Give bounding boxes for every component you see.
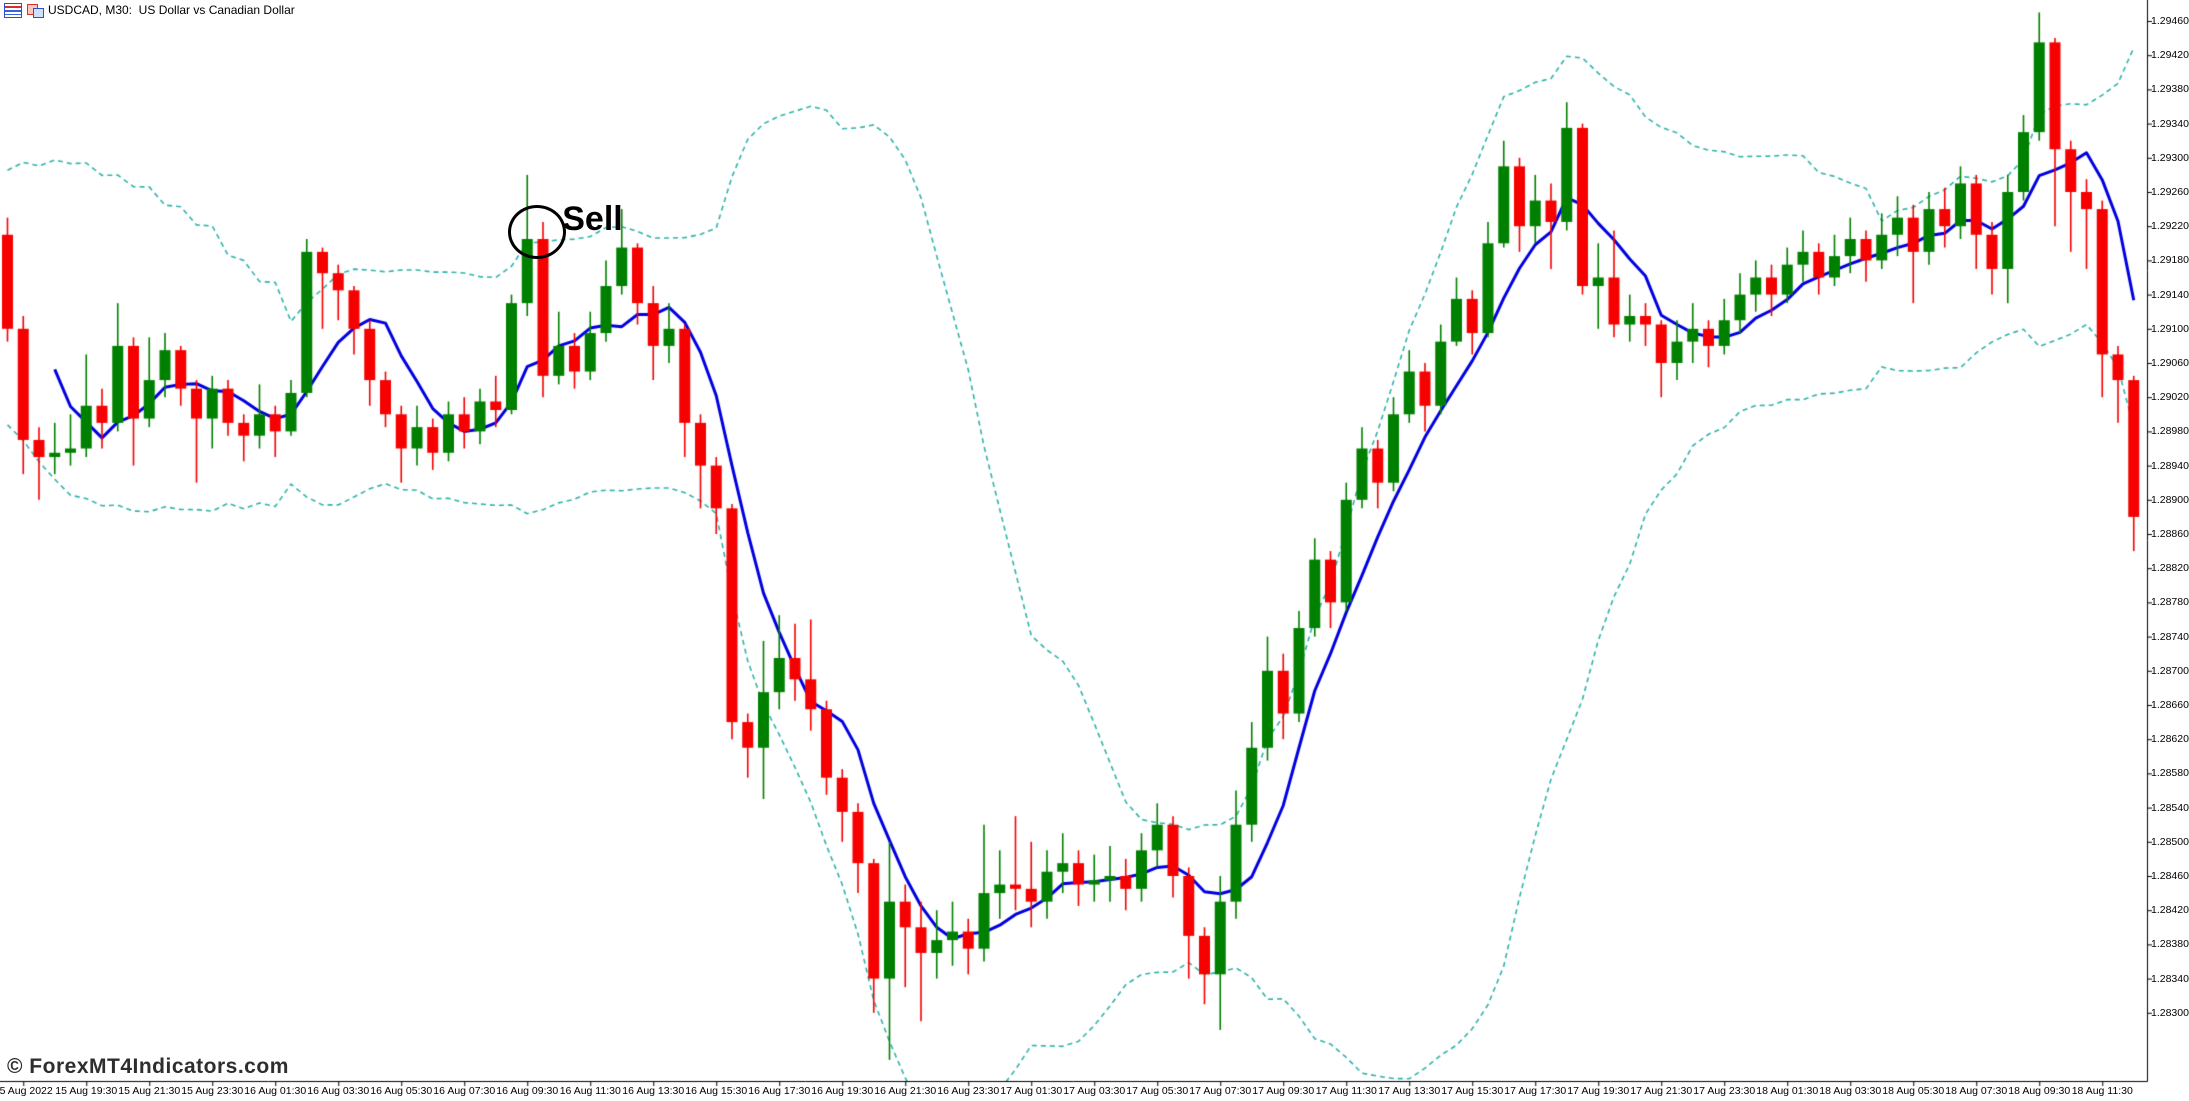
price-tick-label: 1.29220 (2151, 220, 2189, 233)
time-tick-label: 17 Aug 19:30 (1567, 1085, 1630, 1097)
time-tick-label: 17 Aug 03:30 (1063, 1085, 1126, 1097)
time-tick-label: 16 Aug 09:30 (496, 1085, 559, 1097)
time-tick-label: 16 Aug 03:30 (307, 1085, 370, 1097)
time-tick-label: 15 Aug 19:30 (55, 1085, 118, 1097)
time-tick-label: 16 Aug 01:30 (244, 1085, 307, 1097)
time-tick-label: 18 Aug 03:30 (1819, 1085, 1882, 1097)
price-tick-label: 1.29100 (2151, 322, 2189, 335)
price-tick-label: 1.28740 (2151, 630, 2189, 643)
price-tick-label: 1.28780 (2151, 596, 2189, 609)
sell-circle-annotation[interactable] (508, 205, 567, 260)
price-tick-label: 1.28300 (2151, 1006, 2189, 1019)
time-tick-label: 16 Aug 15:30 (685, 1085, 748, 1097)
time-tick-label: 17 Aug 05:30 (1126, 1085, 1189, 1097)
price-tick-label: 1.28820 (2151, 562, 2189, 575)
price-tick-label: 1.29140 (2151, 288, 2189, 301)
price-tick-label: 1.28500 (2151, 835, 2189, 848)
time-tick-label: 17 Aug 23:30 (1693, 1085, 1756, 1097)
time-tick-label: 16 Aug 21:30 (874, 1085, 937, 1097)
time-tick-label: 18 Aug 09:30 (2008, 1085, 2071, 1097)
price-tick-label: 1.28700 (2151, 664, 2189, 677)
time-tick-label: 17 Aug 21:30 (1630, 1085, 1693, 1097)
price-tick-label: 1.29460 (2151, 15, 2189, 27)
time-tick-label: 17 Aug 15:30 (1441, 1085, 1504, 1097)
price-tick-label: 1.28340 (2151, 972, 2189, 985)
time-tick-label: 18 Aug 05:30 (1882, 1085, 1945, 1097)
price-tick-label: 1.29420 (2151, 49, 2189, 62)
sell-label[interactable]: Sell (562, 200, 623, 239)
price-tick-label: 1.28940 (2151, 459, 2189, 472)
time-tick-label: 16 Aug 07:30 (433, 1085, 496, 1097)
time-tick-label: 18 Aug 11:30 (2071, 1085, 2133, 1097)
time-tick-label: 16 Aug 23:30 (937, 1085, 1000, 1097)
time-tick-label: 17 Aug 07:30 (1189, 1085, 1252, 1097)
price-tick-label: 1.28860 (2151, 528, 2189, 540)
chart-title-bar: USDCAD, M30: US Dollar vs Canadian Dolla… (4, 3, 295, 18)
time-tick-label: 18 Aug 01:30 (1756, 1085, 1819, 1097)
price-tick-label: 1.29300 (2151, 151, 2189, 164)
price-tick-label: 1.29180 (2151, 254, 2189, 267)
time-tick-label: 17 Aug 01:30 (1000, 1085, 1063, 1097)
symbol-list-icon (4, 3, 22, 18)
time-tick-label: 18 Aug 07:30 (1945, 1085, 2008, 1097)
time-tick-label: 15 Aug 21:30 (118, 1085, 181, 1097)
time-tick-label: 17 Aug 09:30 (1252, 1085, 1315, 1097)
price-tick-label: 1.28580 (2151, 767, 2189, 780)
price-tick-label: 1.28460 (2151, 870, 2189, 882)
time-tick-label: 17 Aug 11:30 (1315, 1085, 1377, 1097)
time-tick-label: 16 Aug 19:30 (811, 1085, 874, 1097)
price-tick-label: 1.28660 (2151, 699, 2189, 711)
price-tick-label: 1.28620 (2151, 733, 2189, 746)
time-tick-label: 16 Aug 11:30 (559, 1085, 621, 1097)
price-tick-label: 1.28420 (2151, 904, 2189, 917)
price-tick-label: 1.28540 (2151, 801, 2189, 814)
price-tick-label: 1.29020 (2151, 391, 2189, 404)
time-tick-label: 17 Aug 13:30 (1378, 1085, 1441, 1097)
chart-windows-icon (27, 4, 44, 18)
price-tick-label: 1.29260 (2151, 186, 2189, 198)
price-tick-label: 1.28380 (2151, 938, 2189, 951)
price-tick-label: 1.29340 (2151, 117, 2189, 130)
price-tick-label: 1.28900 (2151, 493, 2189, 506)
time-tick-label: 17 Aug 17:30 (1504, 1085, 1567, 1097)
time-tick-label: 15 Aug 23:30 (181, 1085, 244, 1097)
time-tick-label: 16 Aug 17:30 (748, 1085, 811, 1097)
price-tick-label: 1.29380 (2151, 83, 2189, 96)
time-tick-label: 15 Aug 2022 (0, 1085, 53, 1097)
price-tick-label: 1.29060 (2151, 357, 2189, 369)
chart-title: USDCAD, M30: US Dollar vs Canadian Dolla… (48, 3, 295, 17)
time-tick-label: 16 Aug 13:30 (622, 1085, 685, 1097)
time-tick-label: 16 Aug 05:30 (370, 1085, 433, 1097)
watermark: © ForexMT4Indicators.com (7, 1055, 289, 1078)
price-tick-label: 1.28980 (2151, 425, 2189, 438)
